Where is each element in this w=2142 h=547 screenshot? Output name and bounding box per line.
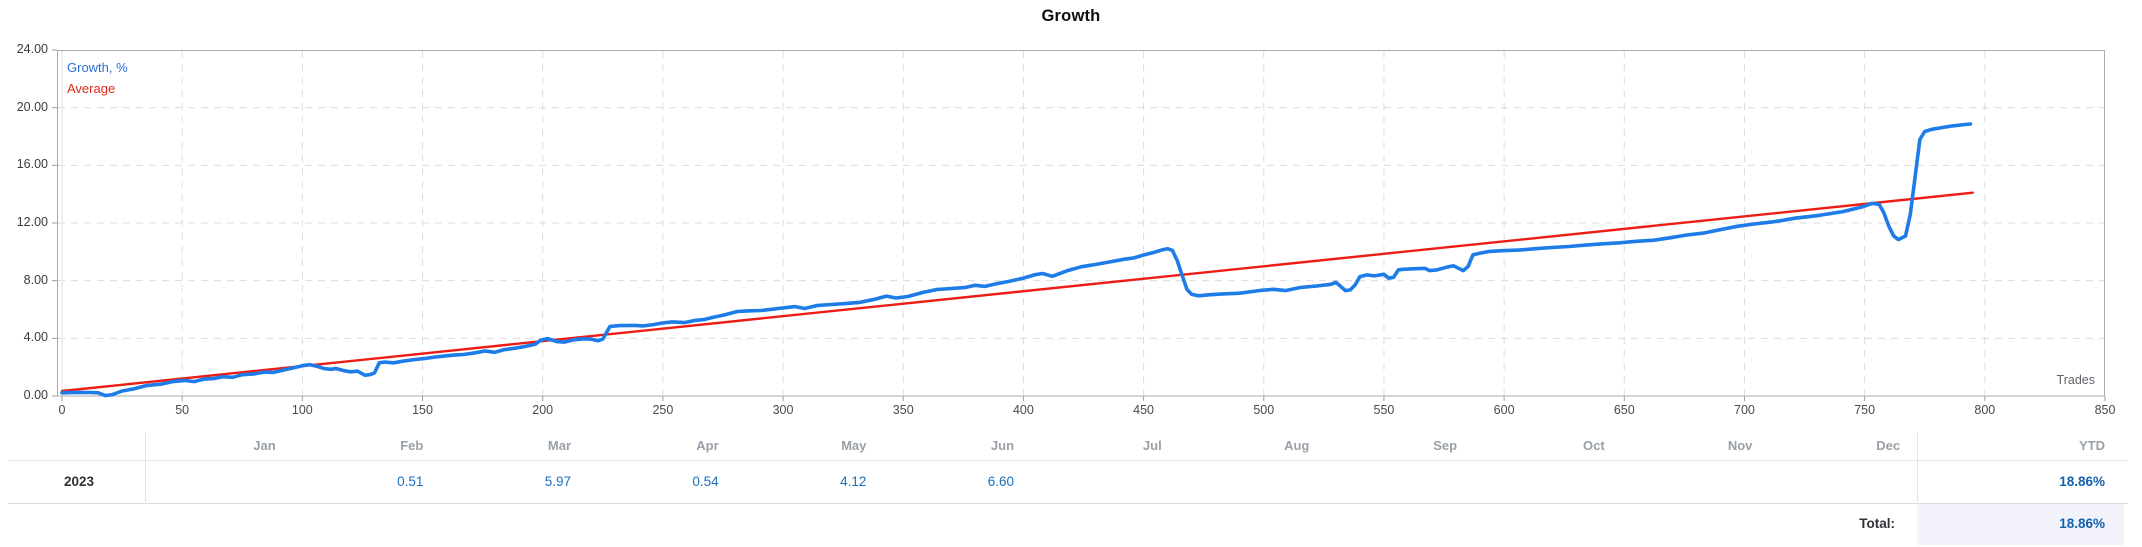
- x-tick-label: 50: [175, 403, 190, 417]
- monthly-values-row: 0.51 5.97 0.54 4.12 6.60: [145, 460, 1917, 503]
- month-header-nov: Nov: [1727, 438, 1753, 453]
- month-header-mar: Mar: [547, 438, 572, 453]
- month-header-sep: Sep: [1433, 438, 1458, 453]
- growth-line: [60, 122, 1973, 398]
- legend-average-series: Average: [67, 81, 116, 96]
- month-header-row: Jan Feb Mar Apr May Jun Jul Aug Sep Oct Nov Dec: [145, 432, 1917, 460]
- chart-title: Growth: [1041, 7, 1101, 25]
- y-tick-label: 24.00: [16, 42, 48, 56]
- ytd-column-divider: [1917, 433, 1918, 502]
- x-tick-label: 150: [412, 403, 433, 417]
- x-tick-label: 300: [772, 403, 794, 417]
- chart-legend: Growth, % Average: [67, 57, 128, 99]
- x-tick-label: 850: [2094, 403, 2116, 417]
- x-tick-label: 550: [1373, 403, 1395, 417]
- y-tick-label: 8.00: [23, 272, 48, 287]
- month-value-may: 4.12: [840, 474, 867, 489]
- month-header-aug: Aug: [1284, 438, 1310, 453]
- month-header-jul: Jul: [1142, 438, 1162, 453]
- plot-border: [57, 50, 2105, 397]
- ytd-value: 18.86%: [2059, 474, 2105, 489]
- x-tick-label: 450: [1133, 403, 1154, 417]
- month-header-may: May: [841, 438, 867, 453]
- header-divider: [8, 460, 2128, 461]
- x-tick-label: 800: [1974, 403, 1996, 417]
- x-tick-label: 650: [1613, 403, 1635, 417]
- total-cell-background: [1917, 504, 2124, 545]
- month-value-mar: 5.97: [544, 474, 572, 489]
- month-value-apr: 0.54: [692, 474, 719, 489]
- month-header-apr: Apr: [696, 438, 719, 453]
- x-tick-label: 750: [1854, 403, 1876, 417]
- year-row-label: 2023: [64, 474, 95, 489]
- month-value-aug: [1179, 460, 1327, 503]
- x-axis-unit-label: Trades: [2056, 373, 2095, 387]
- x-tick-label: 0: [58, 403, 66, 417]
- year-column-divider: [145, 433, 146, 502]
- month-value-oct: [1474, 460, 1622, 503]
- y-tick-label: 12.00: [16, 215, 48, 229]
- month-value-jan: [145, 460, 293, 503]
- ytd-column-header: YTD: [2079, 438, 2105, 453]
- growth-chart[interactable]: Growth, % Average 24.00 20.00 16.00 12.00 8.…: [0, 0, 2142, 430]
- x-tick-label: 700: [1734, 403, 1755, 417]
- month-header-oct: Oct: [1583, 438, 1605, 453]
- x-tick-label: 200: [532, 403, 554, 417]
- month-value-sep: [1326, 460, 1474, 503]
- month-value-dec: [1769, 460, 1917, 503]
- y-tick-label: 16.00: [16, 157, 48, 172]
- month-value-nov: [1622, 460, 1770, 503]
- x-tick-label: 600: [1493, 403, 1515, 417]
- month-header-dec: Dec: [1876, 438, 1901, 453]
- month-value-feb: 0.51: [397, 474, 424, 489]
- average-line: [60, 191, 1975, 393]
- x-tick-label: 100: [291, 403, 313, 417]
- month-header-jun: Jun: [990, 438, 1015, 453]
- legend-growth-series: Growth, %: [67, 60, 128, 75]
- y-tick-label: 4.00: [23, 330, 48, 345]
- month-value-jun: 6.60: [987, 474, 1015, 489]
- month-header-jan: Jan: [253, 438, 276, 453]
- row-divider: [8, 503, 2128, 504]
- x-tick-label: 500: [1253, 403, 1275, 417]
- y-tick-label: 20.00: [16, 99, 48, 114]
- growth-chart-canvas[interactable]: [0, 0, 2142, 430]
- x-tick-label: 400: [1012, 403, 1034, 417]
- month-header-feb: Feb: [400, 438, 424, 453]
- total-label: Total:: [1859, 516, 1895, 531]
- x-tick-label: 250: [652, 403, 674, 417]
- x-tick-label: 350: [892, 403, 914, 417]
- total-value: 18.86%: [2059, 516, 2105, 531]
- month-value-jul: [1031, 460, 1179, 503]
- y-tick-label: 0.00: [23, 388, 48, 402]
